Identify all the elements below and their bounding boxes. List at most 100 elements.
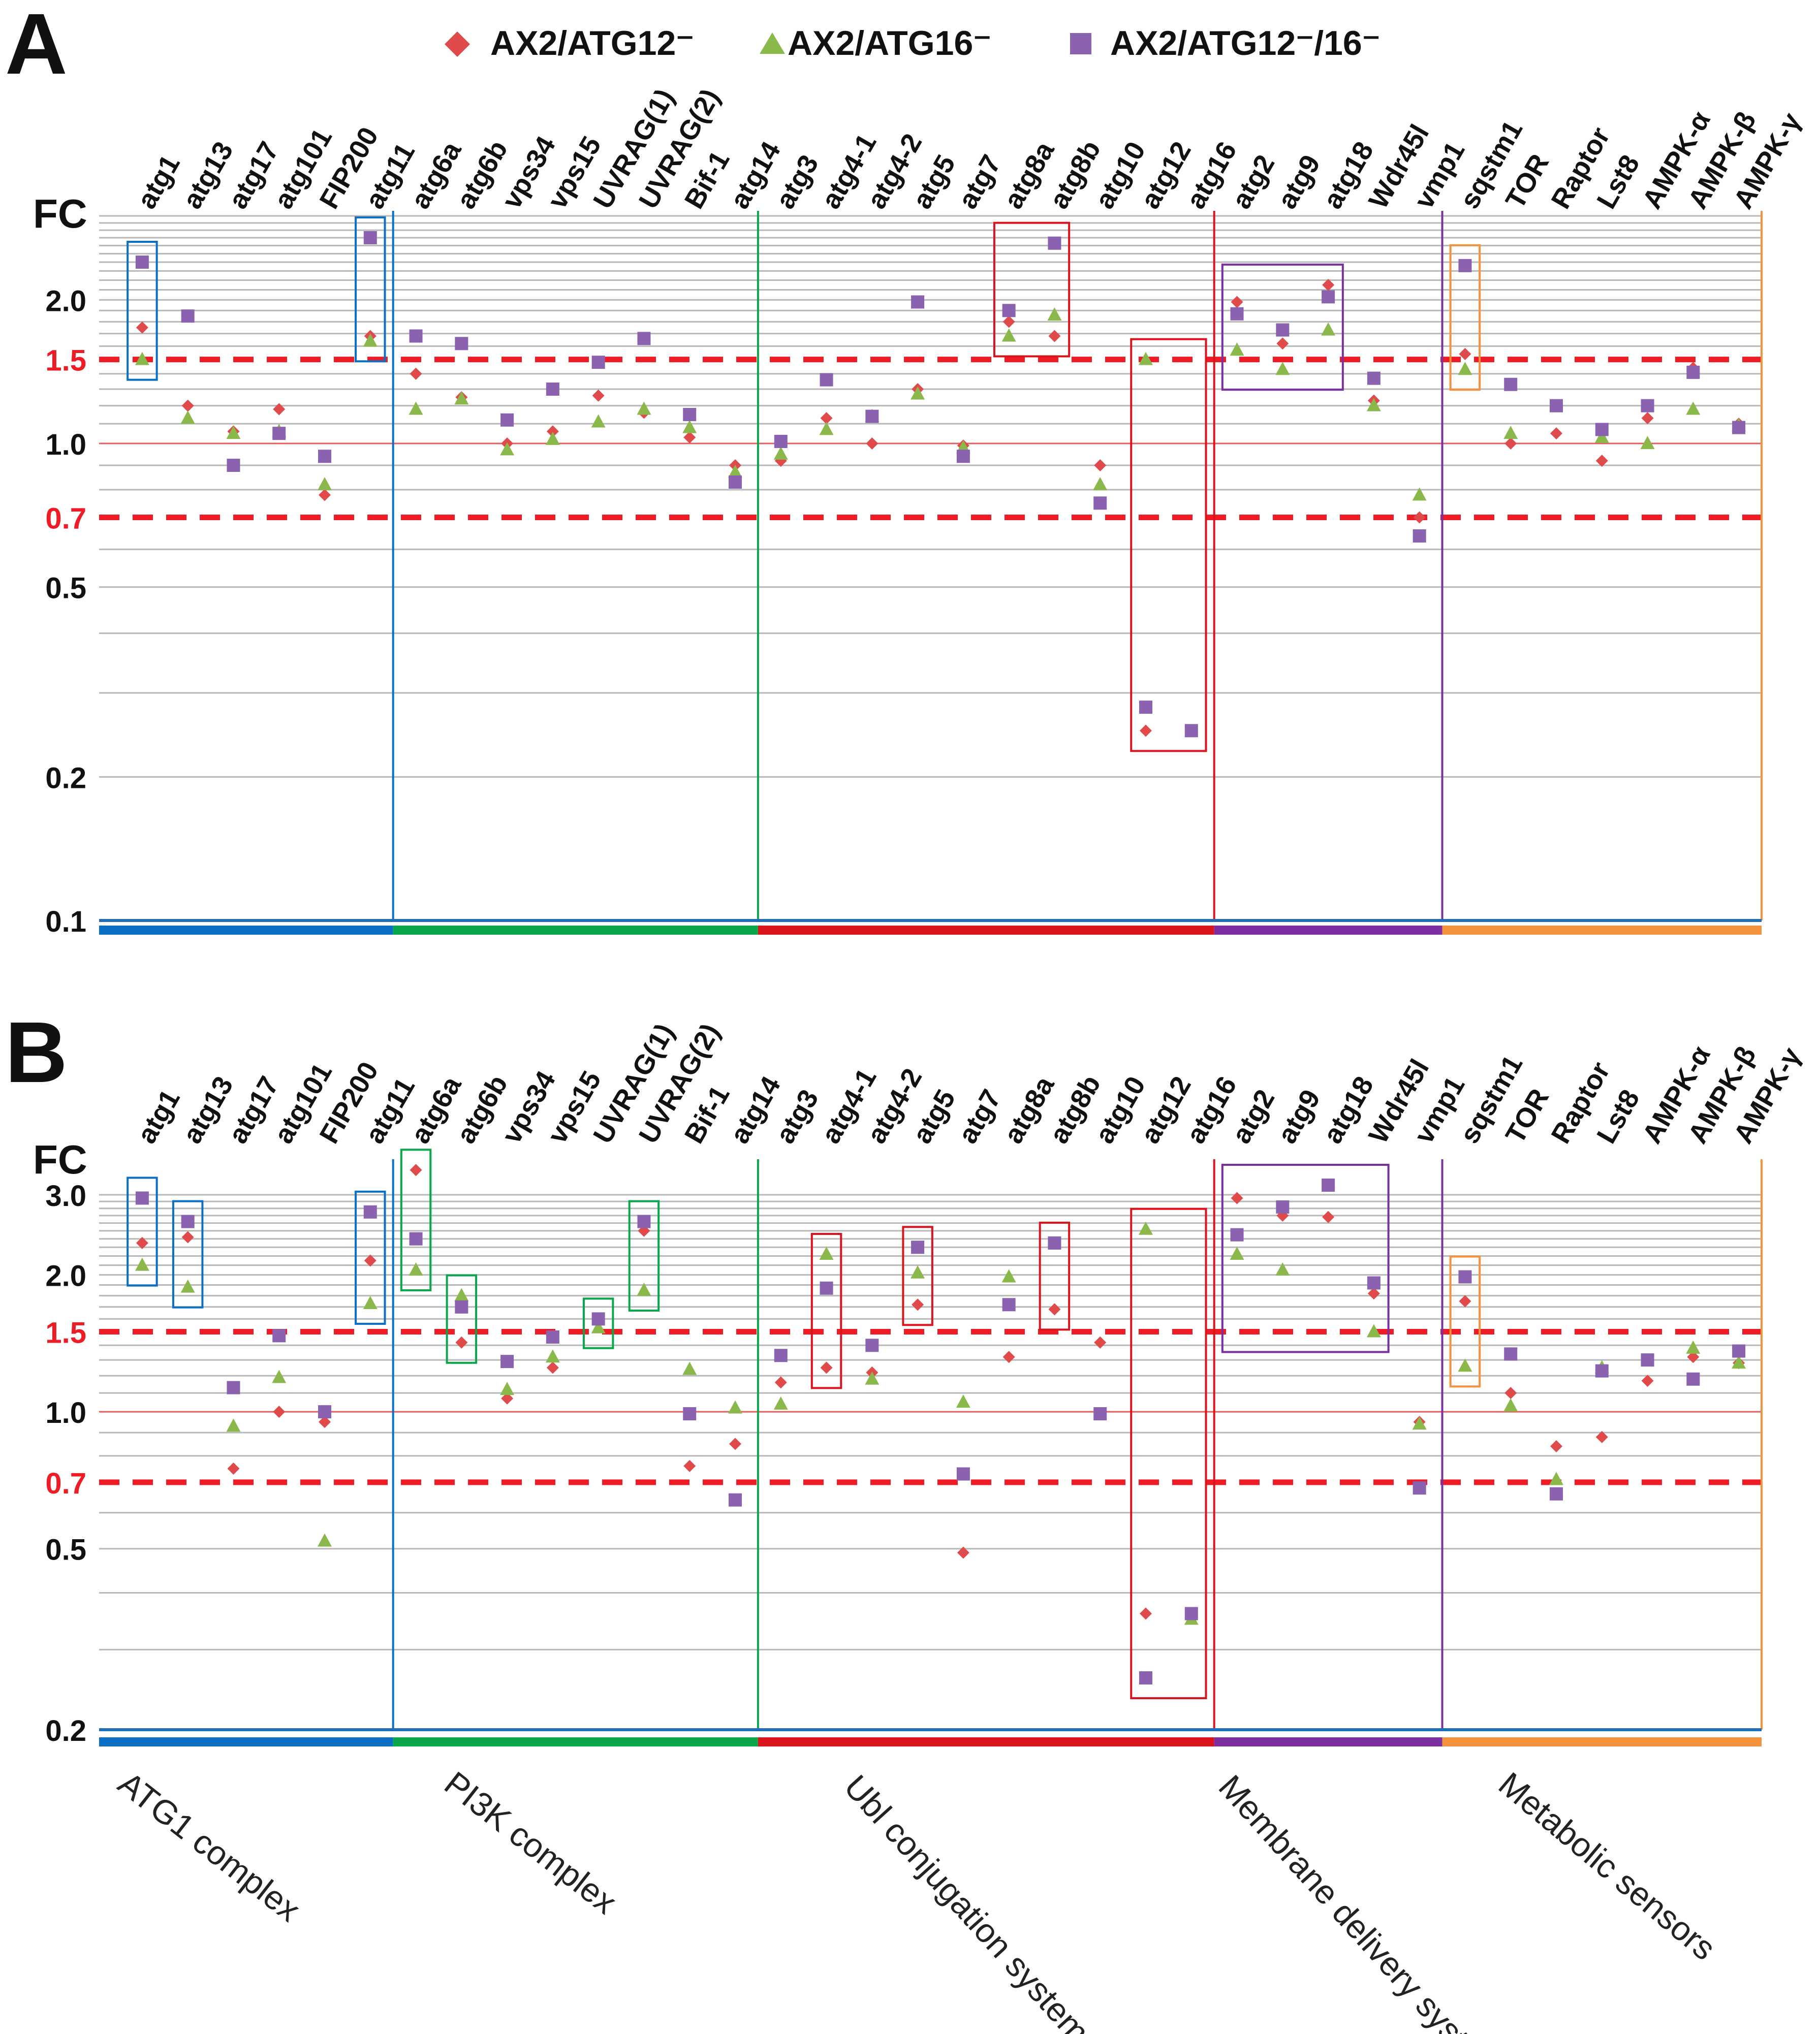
y-tick-label-a-2: 0.5 <box>45 572 86 605</box>
point-a-ax2-atg12-ampk <box>1641 412 1654 425</box>
y-tick-label-b-1: 0.5 <box>45 1534 86 1567</box>
point-a-ax2-atg12-atg8a <box>1002 315 1015 328</box>
point-a-ax2-atg12-16-atg11 <box>363 231 377 244</box>
point-a-ax2-atg16-atg13 <box>180 410 195 424</box>
y-tick-label-b-2: 0.7 <box>45 1467 86 1500</box>
point-a-ax2-atg16-sqstm1 <box>1458 362 1472 375</box>
panel-label-b: B <box>5 1004 68 1101</box>
point-b-ax2-atg16-vps34 <box>500 1382 515 1395</box>
point-a-ax2-atg16-atg3 <box>773 446 788 460</box>
point-b-ax2-atg12-16-atg17 <box>227 1381 240 1394</box>
point-b-ax2-atg12-atg17 <box>227 1463 240 1475</box>
group-label-metabolic-sensors: Metabolic sensors <box>1492 1765 1723 1967</box>
point-a-ax2-atg16-atg17 <box>226 426 241 439</box>
point-a-ax2-atg12-atg4-1 <box>820 412 833 425</box>
point-b-ax2-atg12-16-atg5 <box>911 1241 925 1254</box>
legend-label-atg12: AX2/ATG12⁻ <box>490 24 694 62</box>
y-tick-label-b-3: 1.0 <box>45 1396 86 1429</box>
point-b-ax2-atg16-atg9 <box>1275 1262 1290 1276</box>
highlight-box-a-2 <box>993 221 1071 358</box>
point-b-ax2-atg12-fip200 <box>319 1416 331 1428</box>
point-a-ax2-atg12-16-atg4-1 <box>820 373 833 387</box>
y-tick-label-a-4: 1.0 <box>45 428 86 461</box>
point-b-ax2-atg12-atg8a <box>1002 1351 1015 1363</box>
point-b-ax2-atg12-16-raptor <box>1550 1487 1563 1501</box>
point-b-ax2-atg16-atg12 <box>1139 1221 1153 1235</box>
y-tick-label-b-5: 2.0 <box>45 1260 86 1293</box>
point-a-ax2-atg16-uvrag-1 <box>591 414 606 428</box>
point-a-ax2-atg12-tor <box>1504 437 1517 450</box>
point-a-ax2-atg12-atg9 <box>1276 337 1289 350</box>
point-b-ax2-atg16-atg7 <box>956 1394 970 1408</box>
point-b-ax2-atg12-16-atg8a <box>1002 1298 1016 1312</box>
highlight-box-b-9 <box>1039 1221 1071 1331</box>
point-b-ax2-atg12-16-atg16 <box>1184 1607 1198 1620</box>
point-a-ax2-atg12-16-atg13 <box>181 309 195 323</box>
point-b-ax2-atg12-16-ampk <box>1641 1353 1654 1367</box>
point-a-ax2-atg12-fip200 <box>319 489 331 501</box>
group-bar-b-membrane-delivery-system <box>1214 1737 1442 1746</box>
point-b-ax2-atg16-vmp1 <box>1412 1416 1427 1430</box>
category-label-b-atg9: atg9 <box>1272 1085 1326 1149</box>
panel-a-y-axis-title: FC <box>33 191 87 236</box>
highlight-box-b-4 <box>446 1274 478 1364</box>
group-bar-b-atg1-complex <box>99 1737 393 1746</box>
point-b-ax2-atg12-16-atg4-1 <box>820 1281 833 1295</box>
highlight-box-b-0 <box>127 1177 158 1287</box>
point-a-ax2-atg16-vps34 <box>500 442 515 456</box>
point-b-ax2-atg12-16-vmp1 <box>1413 1481 1426 1495</box>
point-a-ax2-atg12-atg6a <box>410 367 422 380</box>
point-b-ax2-atg12-sqstm1 <box>1459 1295 1471 1308</box>
point-b-ax2-atg12-16-atg2 <box>1230 1228 1244 1242</box>
legend: AX2/ATG12⁻ AX2/ATG16⁻ AX2/ATG12⁻/16⁻ <box>445 24 1380 62</box>
point-a-ax2-atg12-16-atg18 <box>1322 290 1335 304</box>
group-label-ubl-conjugation: Ubl conjugation systems <box>837 1768 1109 2034</box>
point-a-ax2-atg12-16-atg7 <box>956 450 970 463</box>
point-a-ax2-atg12-16-atg4-2 <box>865 409 879 423</box>
legend-label-atg12-16: AX2/ATG12⁻/16⁻ <box>1110 24 1380 62</box>
point-b-ax2-atg12-16-atg10 <box>1093 1407 1107 1421</box>
point-b-ax2-atg12-16-fip200 <box>318 1405 331 1419</box>
point-b-ax2-atg12-atg101 <box>273 1406 286 1418</box>
point-b-ax2-atg12-16-sqstm1 <box>1458 1270 1472 1284</box>
point-b-ax2-atg12-atg14 <box>729 1438 741 1450</box>
point-b-ax2-atg12-16-atg7 <box>956 1467 970 1481</box>
point-b-ax2-atg12-wdr45l <box>1367 1287 1380 1300</box>
point-b-ax2-atg12-16-atg11 <box>363 1205 377 1219</box>
point-b-ax2-atg16-tor <box>1503 1398 1518 1412</box>
point-b-ax2-atg12-atg7 <box>957 1546 969 1559</box>
point-b-ax2-atg12-raptor <box>1550 1440 1562 1452</box>
point-a-ax2-atg12-16-sqstm1 <box>1458 259 1472 272</box>
highlight-box-b-6 <box>628 1200 660 1312</box>
point-b-ax2-atg16-atg17 <box>226 1418 241 1432</box>
y-tick-label-b-4: 1.5 <box>45 1316 86 1349</box>
point-a-ax2-atg16-fip200 <box>318 476 332 490</box>
point-a-ax2-atg12-16-atg101 <box>272 427 286 440</box>
highlight-box-b-10 <box>1130 1207 1207 1699</box>
point-b-ax2-atg12-16-atg14 <box>729 1493 742 1507</box>
point-a-ax2-atg12-16-lst8 <box>1595 423 1609 436</box>
point-a-ax2-atg12-lst8 <box>1595 455 1608 467</box>
point-b-ax2-atg12-16-wdr45l <box>1367 1276 1380 1290</box>
group-bar-a-metabolic-sensors <box>1442 926 1762 935</box>
y-tick-label-b-6: 3.0 <box>45 1180 86 1213</box>
point-a-ax2-atg12-16-atg2 <box>1230 307 1244 321</box>
point-b-ax2-atg12-atg8b <box>1048 1303 1061 1316</box>
point-a-ax2-atg12-16-ampk <box>1641 399 1654 412</box>
point-b-ax2-atg12-vps34 <box>501 1392 514 1405</box>
point-b-ax2-atg12-ampk <box>1687 1351 1700 1363</box>
point-b-ax2-atg16-raptor <box>1549 1472 1563 1485</box>
highlight-box-b-5 <box>582 1297 614 1349</box>
triangle-icon <box>760 33 785 54</box>
legend-item-atg16: AX2/ATG16⁻ <box>760 24 991 62</box>
point-a-ax2-atg12-atg8b <box>1048 330 1061 342</box>
point-a-ax2-atg16-vmp1 <box>1412 487 1427 501</box>
point-b-ax2-atg16-fip200 <box>318 1533 332 1547</box>
diamond-icon <box>445 31 470 57</box>
point-b-ax2-atg12-atg18 <box>1322 1211 1335 1223</box>
point-a-ax2-atg12-bif-1 <box>683 431 696 443</box>
point-a-ax2-atg12-16-ampk <box>1732 421 1746 434</box>
point-b-ax2-atg12-atg4-1 <box>820 1361 833 1374</box>
point-b-ax2-atg16-atg13 <box>180 1279 195 1293</box>
